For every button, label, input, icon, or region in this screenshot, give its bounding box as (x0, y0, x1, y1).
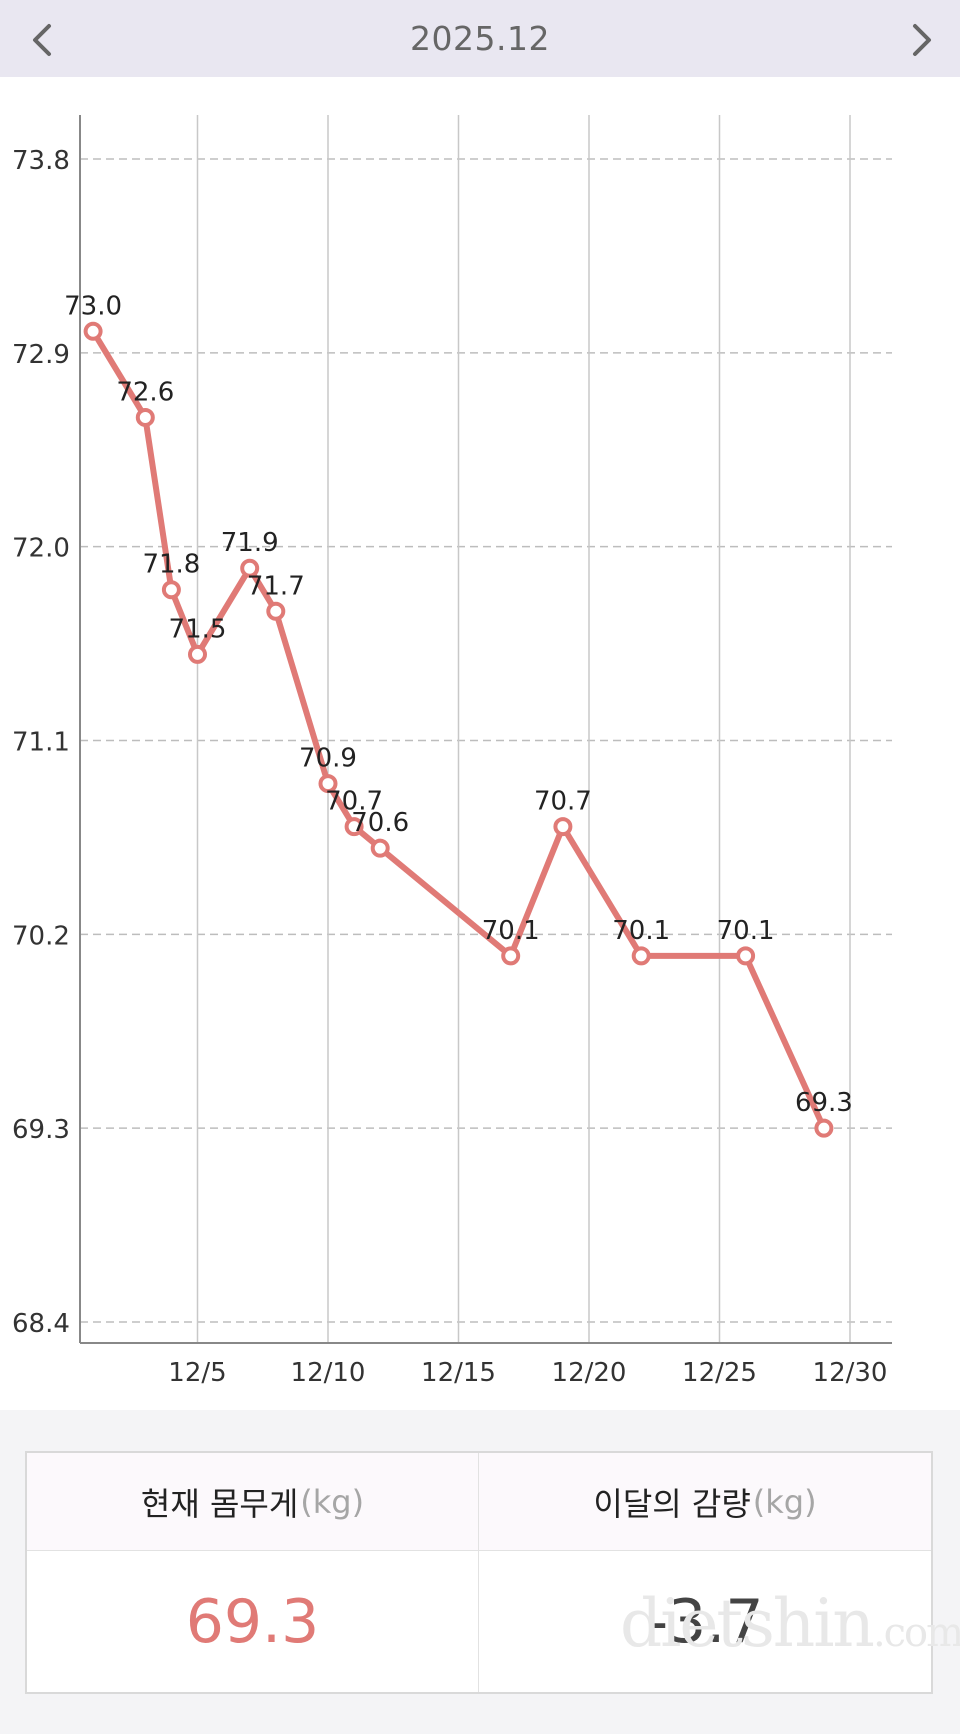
data-label: 71.8 (142, 550, 200, 580)
data-label: 70.6 (351, 808, 409, 838)
data-point (161, 580, 181, 600)
chevron-right-icon (913, 24, 931, 56)
data-point (501, 946, 521, 966)
prev-month-button[interactable] (20, 18, 64, 62)
data-label: 70.1 (612, 916, 670, 946)
x-tick-label: 12/30 (813, 1358, 888, 1388)
y-tick-label: 69.3 (12, 1115, 70, 1145)
data-point (814, 1118, 834, 1138)
data-label: 71.7 (247, 571, 305, 601)
current-weight-value: 69.3 (27, 1551, 479, 1692)
data-point (631, 946, 651, 966)
y-tick-label: 71.1 (12, 728, 70, 758)
x-tick-label: 12/25 (682, 1358, 757, 1388)
month-header: 2025.12 (0, 0, 960, 77)
x-tick-label: 12/20 (552, 1358, 627, 1388)
data-point (188, 644, 207, 664)
data-point (553, 817, 573, 837)
monthly-loss-unit: (kg) (752, 1482, 817, 1521)
data-label: 70.9 (299, 744, 357, 774)
data-label: 70.1 (717, 916, 775, 946)
y-tick-label: 68.4 (12, 1309, 70, 1339)
current-weight-label: 현재 몸무게 (140, 1484, 299, 1523)
data-label: 70.7 (534, 787, 592, 817)
monthly-loss-label: 이달의 감량 (593, 1484, 751, 1523)
data-point (344, 817, 364, 837)
next-month-button[interactable] (900, 18, 944, 62)
y-tick-label: 73.8 (12, 146, 70, 176)
data-label: 73.0 (64, 291, 122, 321)
x-tick-label: 12/15 (421, 1358, 496, 1388)
x-tick-label: 12/10 (291, 1358, 366, 1388)
data-label: 71.9 (221, 528, 279, 558)
data-label: 71.5 (169, 614, 227, 644)
data-point (370, 838, 390, 858)
weight-chart-area: 68.4 69.3 70.2 71.1 72.0 72.9 73.8 12/5 12/10 12/… (0, 77, 960, 1410)
chevron-left-icon (33, 24, 51, 56)
y-tick-label: 72.0 (12, 534, 70, 564)
current-weight-unit: (kg) (300, 1482, 365, 1521)
data-label: 70.1 (482, 916, 540, 946)
x-tick-label: 12/5 (168, 1358, 226, 1388)
monthly-loss-value: -3.7 (646, 1586, 764, 1657)
month-title: 2025.12 (410, 19, 550, 58)
weight-line-chart: 68.4 69.3 70.2 71.1 72.0 72.9 73.8 12/5 12/10 12/… (12, 115, 892, 1388)
y-tick-label: 72.9 (12, 340, 70, 370)
data-point (240, 558, 260, 578)
current-weight-header: 현재 몸무게 (kg) (27, 1453, 479, 1551)
y-tick-label: 70.2 (12, 921, 70, 951)
data-point (266, 601, 286, 621)
data-label: 72.6 (116, 377, 174, 407)
monthly-loss-header: 이달의 감량 (kg) (479, 1453, 931, 1551)
summary-table: 현재 몸무게 (kg) 이달의 감량 (kg) 69.3 -3.7 (25, 1451, 933, 1694)
data-point (83, 321, 103, 341)
data-point (318, 774, 338, 794)
data-label: 69.3 (795, 1088, 853, 1118)
data-point (736, 946, 756, 966)
data-label: 70.7 (325, 787, 383, 817)
weight-series-line (90, 328, 827, 1132)
data-point (135, 407, 155, 427)
